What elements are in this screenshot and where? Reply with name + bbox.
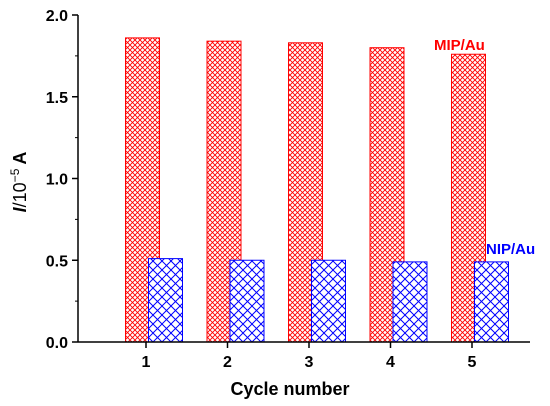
x-tick-label: 1: [142, 354, 151, 371]
x-tick-label: 2: [223, 354, 232, 371]
x-tick-label: 4: [386, 354, 395, 371]
y-tick-label: 0.5: [46, 253, 68, 270]
y-axis-title: I/10−5A: [8, 152, 30, 213]
y-tick-label: 1.5: [46, 90, 68, 107]
bar-nip-au-cycle-1: [148, 258, 183, 343]
y-tick-label: 2.0: [46, 8, 68, 25]
bars-group: [125, 37, 509, 343]
legend-nip-au: NIP/Au: [486, 241, 535, 258]
x-axis-title: Cycle number: [230, 379, 349, 399]
legend-mip-au: MIP/Au: [434, 37, 485, 54]
bar-nip-au-cycle-3: [311, 259, 346, 343]
bar-nip-au-cycle-2: [229, 259, 265, 343]
x-tick-label: 3: [305, 354, 314, 371]
y-ticks: 0.0 0.5 1.0 1.5 2.0: [46, 8, 78, 352]
y-tick-label: 1.0: [46, 172, 68, 189]
bar-nip-au-cycle-5: [474, 261, 509, 343]
x-ticks: 1 2 3 4 5: [142, 342, 477, 371]
y-tick-label: 0.0: [46, 335, 68, 352]
x-tick-label: 5: [468, 354, 477, 371]
bar-nip-au-cycle-4: [392, 261, 428, 343]
